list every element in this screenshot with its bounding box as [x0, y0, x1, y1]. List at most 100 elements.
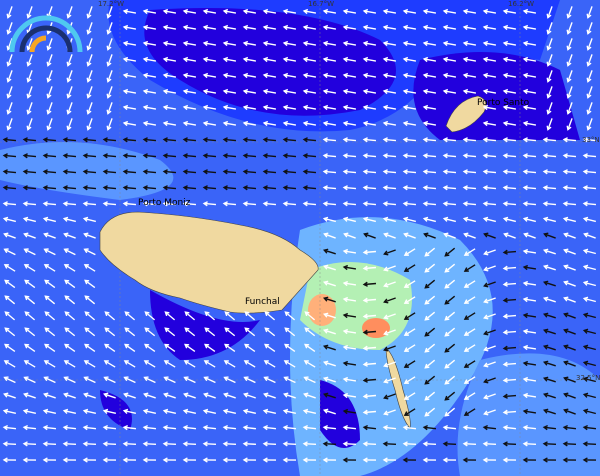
wind-arrow [363, 426, 377, 430]
wind-arrow-head [442, 8, 449, 15]
wind-arrow [264, 393, 276, 399]
wind-arrow [47, 118, 53, 130]
wind-arrow [464, 233, 476, 239]
wind-arrow [423, 202, 437, 206]
wind-arrow-head [422, 185, 428, 191]
wind-arrow-head [382, 40, 389, 47]
place-label-porto-santo[interactable]: Porto Santo [477, 98, 530, 108]
wind-arrow-head [442, 457, 448, 463]
wind-arrow [223, 42, 237, 46]
wind-arrow [343, 250, 357, 254]
wind-arrow [67, 86, 73, 98]
wind-arrow [7, 118, 13, 130]
wind-arrow [144, 327, 156, 337]
wind-arrow-head [502, 281, 508, 287]
wind-arrow-head [403, 283, 409, 288]
wind-arrow-head [122, 169, 128, 175]
wind-arrow-head [83, 392, 89, 398]
wind-arrow-head [62, 201, 68, 207]
wind-arrow-head [242, 457, 248, 463]
wind-arrow-head [202, 56, 209, 63]
wind-arrow-head [262, 88, 269, 95]
wind-arrow-head [244, 327, 250, 333]
wind-arrow [484, 329, 496, 335]
wind-arrow [123, 410, 137, 414]
wind-arrow [543, 170, 557, 174]
wind-arrow [243, 90, 257, 94]
wind-arrow-head [463, 411, 469, 416]
wind-arrow [163, 410, 177, 414]
place-label-funchal[interactable]: Funchal [245, 297, 280, 307]
wind-arrow-head [66, 13, 72, 19]
wind-arrow [544, 329, 556, 335]
wind-arrow [84, 376, 96, 384]
wind-arrow-head [244, 343, 250, 349]
wind-arrow [24, 295, 36, 305]
wind-arrow-head [302, 88, 309, 95]
wind-arrow-head [522, 24, 529, 31]
wind-arrow-head [83, 248, 89, 254]
wind-arrow-head [383, 250, 389, 256]
wind-arrow-head [162, 104, 169, 111]
wind-arrow-head [522, 441, 528, 447]
wind-arrow-head [502, 441, 508, 447]
wind-arrow [363, 74, 377, 78]
wind-arrow [124, 376, 136, 384]
wind-arrow [384, 329, 396, 335]
wind-arrow-head [422, 72, 429, 79]
wind-arrow-head [204, 311, 210, 317]
wind-arrow-head [102, 137, 108, 143]
wind-arrow-head [302, 40, 309, 47]
wind-arrow-head [342, 88, 349, 95]
wind-arrow [304, 343, 316, 353]
wind-arrow [443, 186, 457, 190]
wind-arrow-head [483, 266, 489, 272]
calm-zone [413, 52, 580, 140]
wind-arrow-head [424, 379, 430, 385]
wind-arrow-head [263, 360, 269, 365]
wind-arrow-head [282, 24, 289, 31]
wind-arrow [27, 70, 33, 82]
wind-arrow-head [202, 153, 208, 159]
wind-arrow-head [582, 312, 589, 318]
wind-arrow-head [442, 153, 448, 159]
place-label-porto-moniz[interactable]: Porto Moniz [138, 198, 191, 208]
wind-arrow [523, 74, 537, 78]
wind-arrow [144, 311, 156, 321]
wind-arrow [363, 186, 377, 190]
wind-arrow-head [106, 109, 112, 115]
wind-arrow [567, 102, 573, 114]
wind-arrow [483, 42, 497, 46]
wind-arrow [403, 186, 417, 190]
wind-arrow [547, 22, 553, 34]
wind-arrow [44, 217, 56, 223]
wind-arrow-head [282, 169, 288, 175]
wind-arrow-head [566, 93, 572, 99]
wind-arrow [343, 410, 357, 414]
wind-arrow-head [546, 45, 552, 51]
wind-arrow [123, 10, 137, 14]
wind-arrow-head [103, 360, 109, 365]
wind-arrow-head [342, 344, 349, 351]
wind-arrow-head [502, 313, 508, 319]
wind-arrow-head [143, 376, 149, 382]
wind-arrow-head [582, 169, 588, 175]
wind-arrow [183, 106, 197, 110]
wind-arrow [444, 233, 456, 239]
wind-arrow [84, 343, 96, 353]
wind-arrow [103, 426, 117, 430]
wind-arrow-head [542, 457, 548, 463]
wind-arrow [47, 86, 53, 98]
wind-arrow-head [382, 72, 389, 79]
wind-arrow-head [203, 376, 209, 382]
wind-arrow-head [582, 424, 588, 431]
wind-arrow-head [4, 295, 10, 301]
wind-arrow-head [522, 120, 529, 127]
wind-arrow-head [262, 24, 269, 31]
wind-arrow [384, 377, 396, 383]
wind-arrow [83, 186, 97, 190]
wind-arrow [3, 442, 17, 446]
wind-arrow [203, 26, 217, 30]
wind-arrow [483, 170, 497, 174]
